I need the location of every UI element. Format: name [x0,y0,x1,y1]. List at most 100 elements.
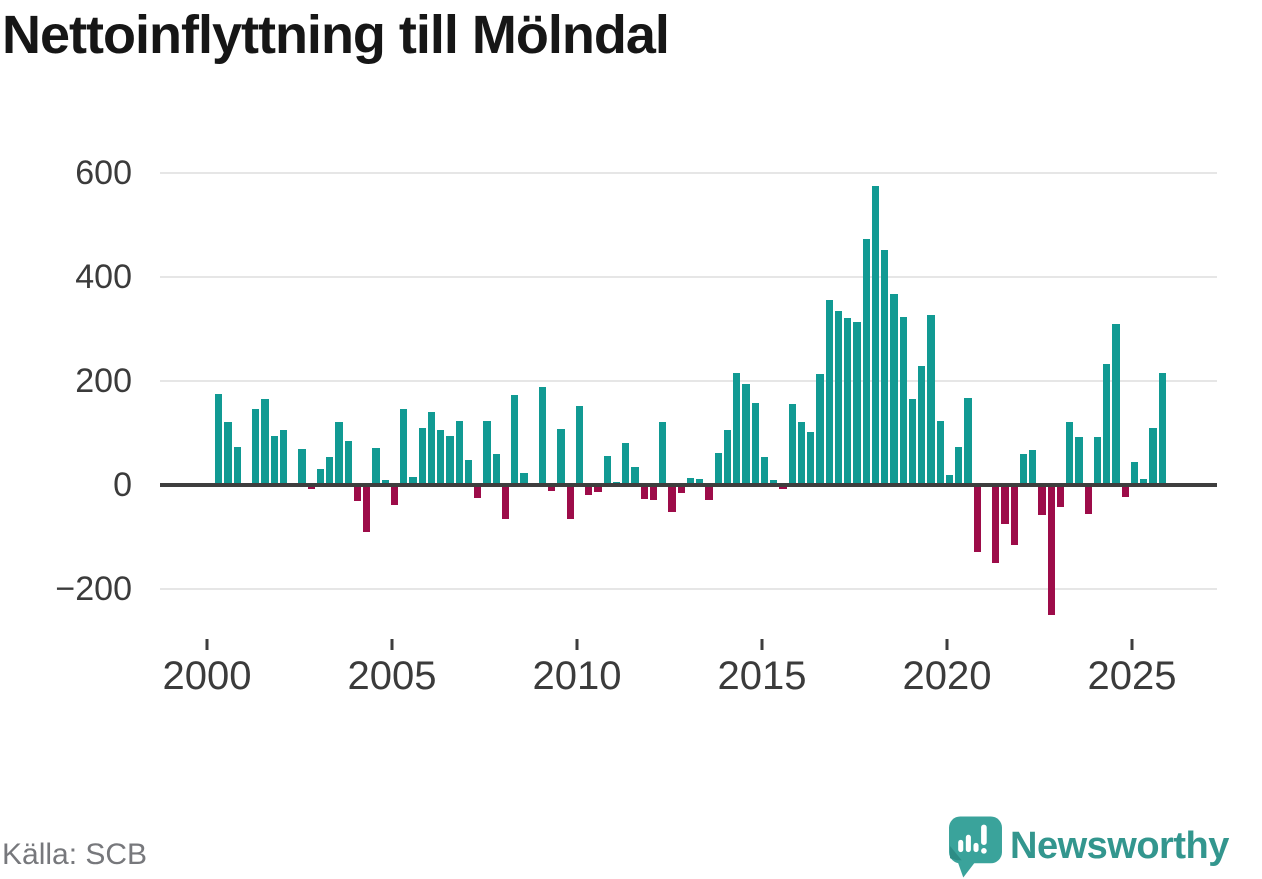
bar-2000Q3 [224,422,232,485]
bar-2006Q2 [437,429,445,485]
bar-2020Q3 [964,398,972,485]
bar-2001Q3 [261,399,269,485]
newsworthy-logo-text: Newsworthy [1010,825,1229,867]
bar-2006Q4 [455,420,463,485]
bar-2009Q1 [538,386,547,485]
bar-2012Q2 [659,422,667,485]
bar-2004Q1 [353,485,362,501]
bar-2002Q1 [279,429,288,485]
bar-2012Q4 [677,485,685,493]
bar-2004Q2 [363,485,371,532]
bar-2025Q3 [1149,427,1157,485]
bar-2009Q2 [548,485,556,491]
bar-2019Q2 [918,365,926,485]
bar-2025Q2 [1140,478,1148,485]
bar-2020Q2 [955,447,963,485]
bar-2017Q4 [862,239,870,485]
bar-2019Q4 [936,420,944,485]
bar-2017Q2 [844,317,852,485]
bar-2001Q2 [252,408,260,485]
bar-2011Q2 [622,442,630,485]
bar-2007Q4 [492,454,500,485]
x-axis-label-2010: 2010 [532,654,622,698]
bar-2017Q1 [834,310,843,485]
newsworthy-branding: Newsworthy [948,815,1262,879]
x-axis-label-2000: 2000 [162,654,252,698]
x-axis-label-2020: 2020 [902,654,992,698]
bar-2022Q1 [1019,453,1028,485]
bar-2020Q4 [973,485,981,552]
bar-2006Q1 [427,411,436,485]
bar-2016Q3 [816,374,824,485]
bar-2019Q3 [927,315,935,485]
bar-2007Q1 [464,460,473,485]
bar-2015Q4 [788,403,796,485]
bar-2011Q4 [640,485,648,499]
bar-2001Q4 [270,435,278,485]
y-axis-label-200: 200 [75,362,132,400]
bar-2014Q3 [742,384,750,485]
bar-2006Q3 [446,435,454,485]
y-axis-label-0: 0 [113,466,132,504]
x-tick-2010 [575,639,579,650]
x-axis-label-2015: 2015 [717,654,807,698]
newsworthy-logo-icon [949,816,1002,878]
bar-2025Q1 [1130,462,1139,485]
bar-2000Q2 [215,394,223,485]
x-tick-2000 [205,639,209,650]
bar-2016Q4 [825,299,833,485]
bar-2002Q3 [298,448,306,485]
x-tick-2005 [390,639,394,650]
bar-2013Q4 [714,453,722,485]
bar-2013Q3 [705,485,713,501]
bar-2008Q3 [520,472,528,485]
bar-2005Q4 [418,427,426,485]
bar-2004Q3 [372,447,380,485]
bar-2022Q3 [1038,485,1046,516]
bar-2010Q1 [575,405,584,485]
gridline-600 [160,172,1217,174]
bar-2017Q3 [853,322,861,485]
bar-2009Q3 [557,428,565,485]
bar-2009Q4 [566,485,574,520]
y-axis-label-600: 600 [75,154,132,192]
source-note: Källa: SCB [2,838,148,871]
bar-2005Q3 [409,476,417,485]
bar-2008Q1 [501,485,510,520]
bar-2024Q2 [1103,363,1111,485]
bar-2003Q3 [335,422,343,485]
bar-2019Q1 [908,399,917,485]
y-axis-label-400: 400 [75,258,132,296]
gridline-neg200 [160,588,1217,590]
bar-2000Q4 [233,447,241,485]
gridline-400 [160,276,1217,278]
bar-2012Q1 [649,485,658,501]
bar-2022Q4 [1047,485,1055,615]
bar-2018Q1 [871,186,880,485]
bar-2023Q1 [1056,485,1065,507]
bar-2012Q3 [668,485,676,513]
y-axis-label-neg200: −200 [55,570,132,608]
bar-2014Q2 [733,373,741,485]
bar-2018Q4 [899,317,907,485]
bar-2005Q1 [390,485,399,505]
x-axis-label-2025: 2025 [1087,654,1177,698]
bar-2025Q4 [1158,373,1166,485]
bar-2010Q3 [594,485,602,492]
bar-2003Q1 [316,468,325,485]
bar-2007Q2 [474,485,482,498]
bar-2021Q4 [1010,485,1018,545]
bar-2002Q4 [307,485,315,490]
bar-2014Q4 [751,402,759,485]
x-axis-label-2005: 2005 [347,654,437,698]
chart-title: Nettoinflyttning till Mölndal [2,5,670,65]
bar-2023Q4 [1084,485,1092,515]
bar-2011Q3 [631,467,639,485]
bar-2008Q2 [511,394,519,485]
bar-2024Q4 [1121,485,1129,498]
bar-2016Q2 [807,432,815,485]
bar-2003Q4 [344,440,352,485]
bar-2024Q1 [1093,437,1102,485]
bar-2020Q1 [945,475,954,485]
